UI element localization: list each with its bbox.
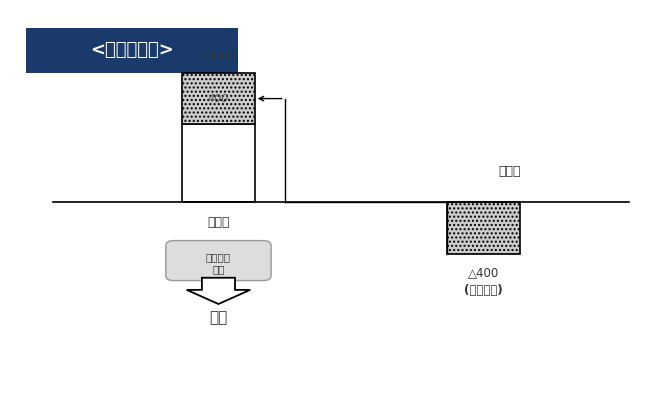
- Text: 税額: 税額: [213, 265, 224, 274]
- Text: 400: 400: [208, 94, 229, 103]
- Text: 還付: 還付: [209, 310, 228, 325]
- Bar: [182, 73, 255, 124]
- Polygon shape: [187, 278, 250, 304]
- Text: (欠損金額): (欠損金額): [464, 284, 502, 297]
- FancyBboxPatch shape: [26, 28, 238, 73]
- Text: 前　期: 前 期: [207, 216, 230, 229]
- Text: <イメージ図>: <イメージ図>: [91, 42, 174, 59]
- Text: 対応する: 対応する: [206, 252, 231, 262]
- FancyBboxPatch shape: [166, 241, 271, 280]
- Bar: [447, 202, 520, 254]
- Bar: [182, 124, 255, 202]
- Text: 当　期: 当 期: [498, 165, 521, 178]
- Text: △400: △400: [467, 266, 499, 279]
- Text: 1，000: 1，000: [200, 50, 237, 63]
